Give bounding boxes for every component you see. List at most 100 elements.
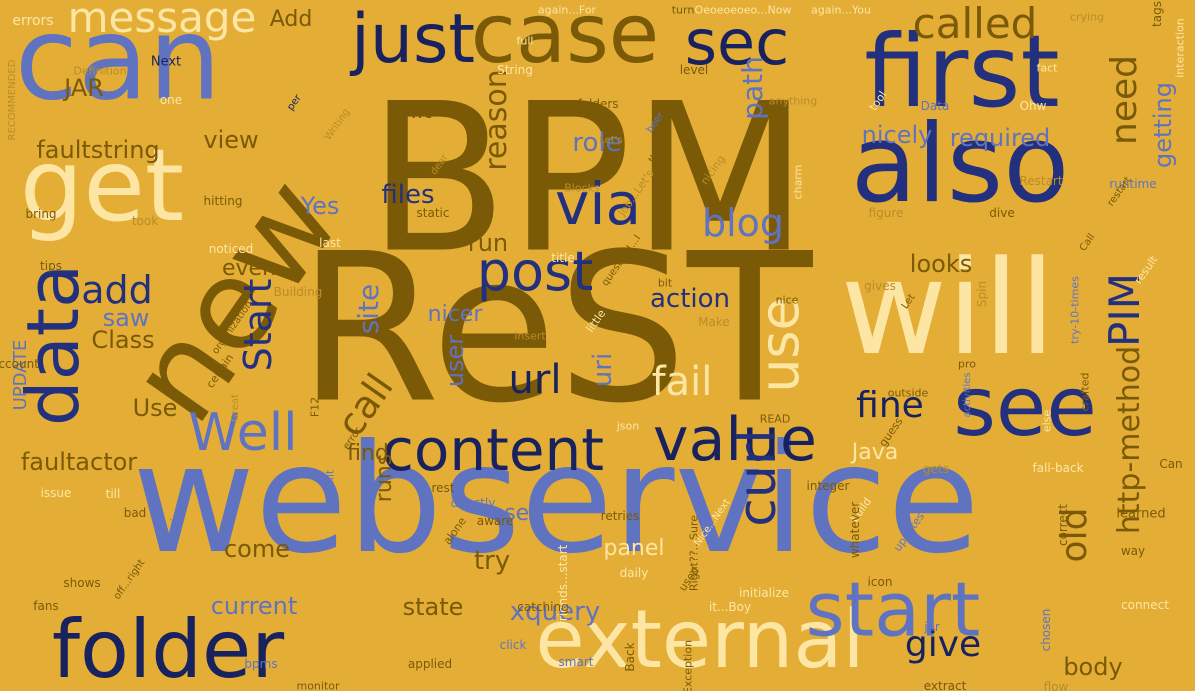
cloud-word: first — [864, 13, 1060, 130]
cloud-word: message — [67, 0, 257, 42]
cloud-word: site — [352, 283, 385, 335]
cloud-word: bit — [657, 276, 673, 290]
cloud-word: even — [221, 256, 277, 281]
cloud-word: full — [516, 34, 534, 48]
cloud-word: just — [350, 0, 476, 79]
cloud-word: use — [748, 297, 811, 393]
cloud-word: path — [736, 56, 769, 120]
cloud-word: try-10-times — [1068, 276, 1082, 344]
cloud-word: curl — [728, 429, 788, 527]
cloud-word: Add — [269, 7, 313, 32]
cloud-word: Writing — [322, 106, 353, 143]
cloud-word: Hit — [400, 99, 432, 124]
cloud-word: again...For — [537, 3, 597, 17]
cloud-word: learned — [1116, 506, 1166, 522]
cloud-word: extract — [923, 679, 967, 691]
cloud-word: faultactor — [20, 448, 138, 476]
cloud-word: gives — [864, 279, 896, 293]
cloud-word: run — [467, 229, 509, 257]
cloud-word: add — [81, 268, 153, 312]
cloud-word: hitting — [203, 194, 243, 208]
cloud-word: click — [499, 638, 527, 652]
cloud-word: level — [679, 63, 709, 77]
cloud-word: icon — [867, 575, 893, 589]
cloud-word: Make — [698, 315, 730, 329]
cloud-word: till — [105, 487, 121, 501]
cloud-word: faultstring — [36, 136, 160, 164]
cloud-word: else — [1040, 409, 1054, 433]
cloud-word: figure — [868, 206, 904, 220]
cloud-word: fine — [856, 385, 924, 426]
cloud-word: ReST — [297, 210, 813, 449]
cloud-word: will — [840, 232, 1056, 384]
cloud-word: crying — [1069, 10, 1105, 24]
cloud-word: saw — [102, 304, 150, 332]
cloud-word: catching — [517, 600, 569, 614]
cloud-word: Great — [230, 394, 241, 422]
cloud-word: url — [508, 357, 562, 403]
cloud-word: smart — [558, 655, 594, 669]
cloud-word: nicely — [861, 121, 933, 149]
cloud-word: crafted — [1078, 372, 1092, 412]
cloud-word: insert — [514, 329, 546, 343]
cloud-word: Restart — [1019, 174, 1063, 188]
cloud-word: flow — [1043, 680, 1069, 691]
cloud-word: result — [1131, 253, 1161, 287]
cloud-word: again...You — [811, 3, 871, 17]
cloud-word: monitor — [296, 679, 340, 691]
cloud-word: case — [470, 0, 660, 82]
cloud-word: Blocks — [564, 181, 600, 195]
cloud-word: nicer — [427, 302, 483, 327]
cloud-word: READ — [759, 412, 791, 426]
cloud-word: Use — [132, 394, 178, 422]
cloud-word: state — [402, 593, 464, 621]
cloud-word: come — [223, 535, 291, 563]
cloud-word: Spin — [975, 280, 989, 308]
cloud-word: fail — [651, 359, 713, 405]
cloud-word: outside — [887, 386, 929, 400]
cloud-word: Back — [623, 642, 637, 672]
cloud-word: bring — [25, 207, 57, 221]
cloud-word: Ohw — [1019, 99, 1047, 113]
cloud-word: connect — [1121, 598, 1169, 612]
cloud-word: turn — [671, 3, 695, 17]
cloud-word: see — [953, 360, 1097, 455]
cloud-word: jar — [924, 620, 940, 634]
cloud-word: folders — [577, 97, 619, 111]
cloud-word: it...Boy — [708, 600, 752, 614]
cloud-word: xquery — [509, 597, 601, 627]
cloud-word: action — [649, 284, 731, 314]
cloud-word: content — [381, 416, 605, 484]
cloud-word: rest — [431, 481, 455, 495]
cloud-word: fans — [33, 599, 59, 613]
cloud-word: reason — [479, 69, 514, 171]
cloud-word: activities — [962, 372, 973, 418]
cloud-word: webservice — [132, 413, 980, 587]
cloud-word: called — [912, 0, 1038, 48]
cloud-word: current — [210, 592, 298, 620]
cloud-word: Yes — [300, 192, 340, 220]
cloud-word: bpms — [244, 657, 278, 671]
cloud-word: Class — [91, 326, 155, 354]
cloud-word: one — [159, 93, 183, 107]
cloud-word: Oeoeoeoeo...Now — [694, 3, 792, 17]
cloud-word: whatever — [848, 501, 862, 559]
cloud-word: daily — [619, 566, 649, 580]
cloud-word: json — [616, 419, 640, 433]
cloud-word: role — [572, 128, 622, 158]
cloud-word: aware — [476, 514, 514, 528]
cloud-word: panel — [603, 536, 665, 561]
cloud-word: anything — [768, 94, 818, 108]
cloud-word: integer — [806, 479, 850, 493]
cloud-word: Can — [1159, 457, 1183, 471]
cloud-word: Exception — [681, 639, 695, 691]
cloud-word: give — [904, 624, 982, 665]
cloud-word: BPM — [367, 60, 809, 299]
cloud-word: noticed — [208, 242, 254, 256]
cloud-word: account — [0, 357, 39, 371]
cloud-word: user — [441, 334, 469, 388]
cloud-word: bad — [123, 506, 147, 520]
cloud-word: fact — [1036, 61, 1058, 75]
cloud-word: pro — [958, 357, 976, 371]
cloud-word: Let's — [599, 135, 623, 146]
